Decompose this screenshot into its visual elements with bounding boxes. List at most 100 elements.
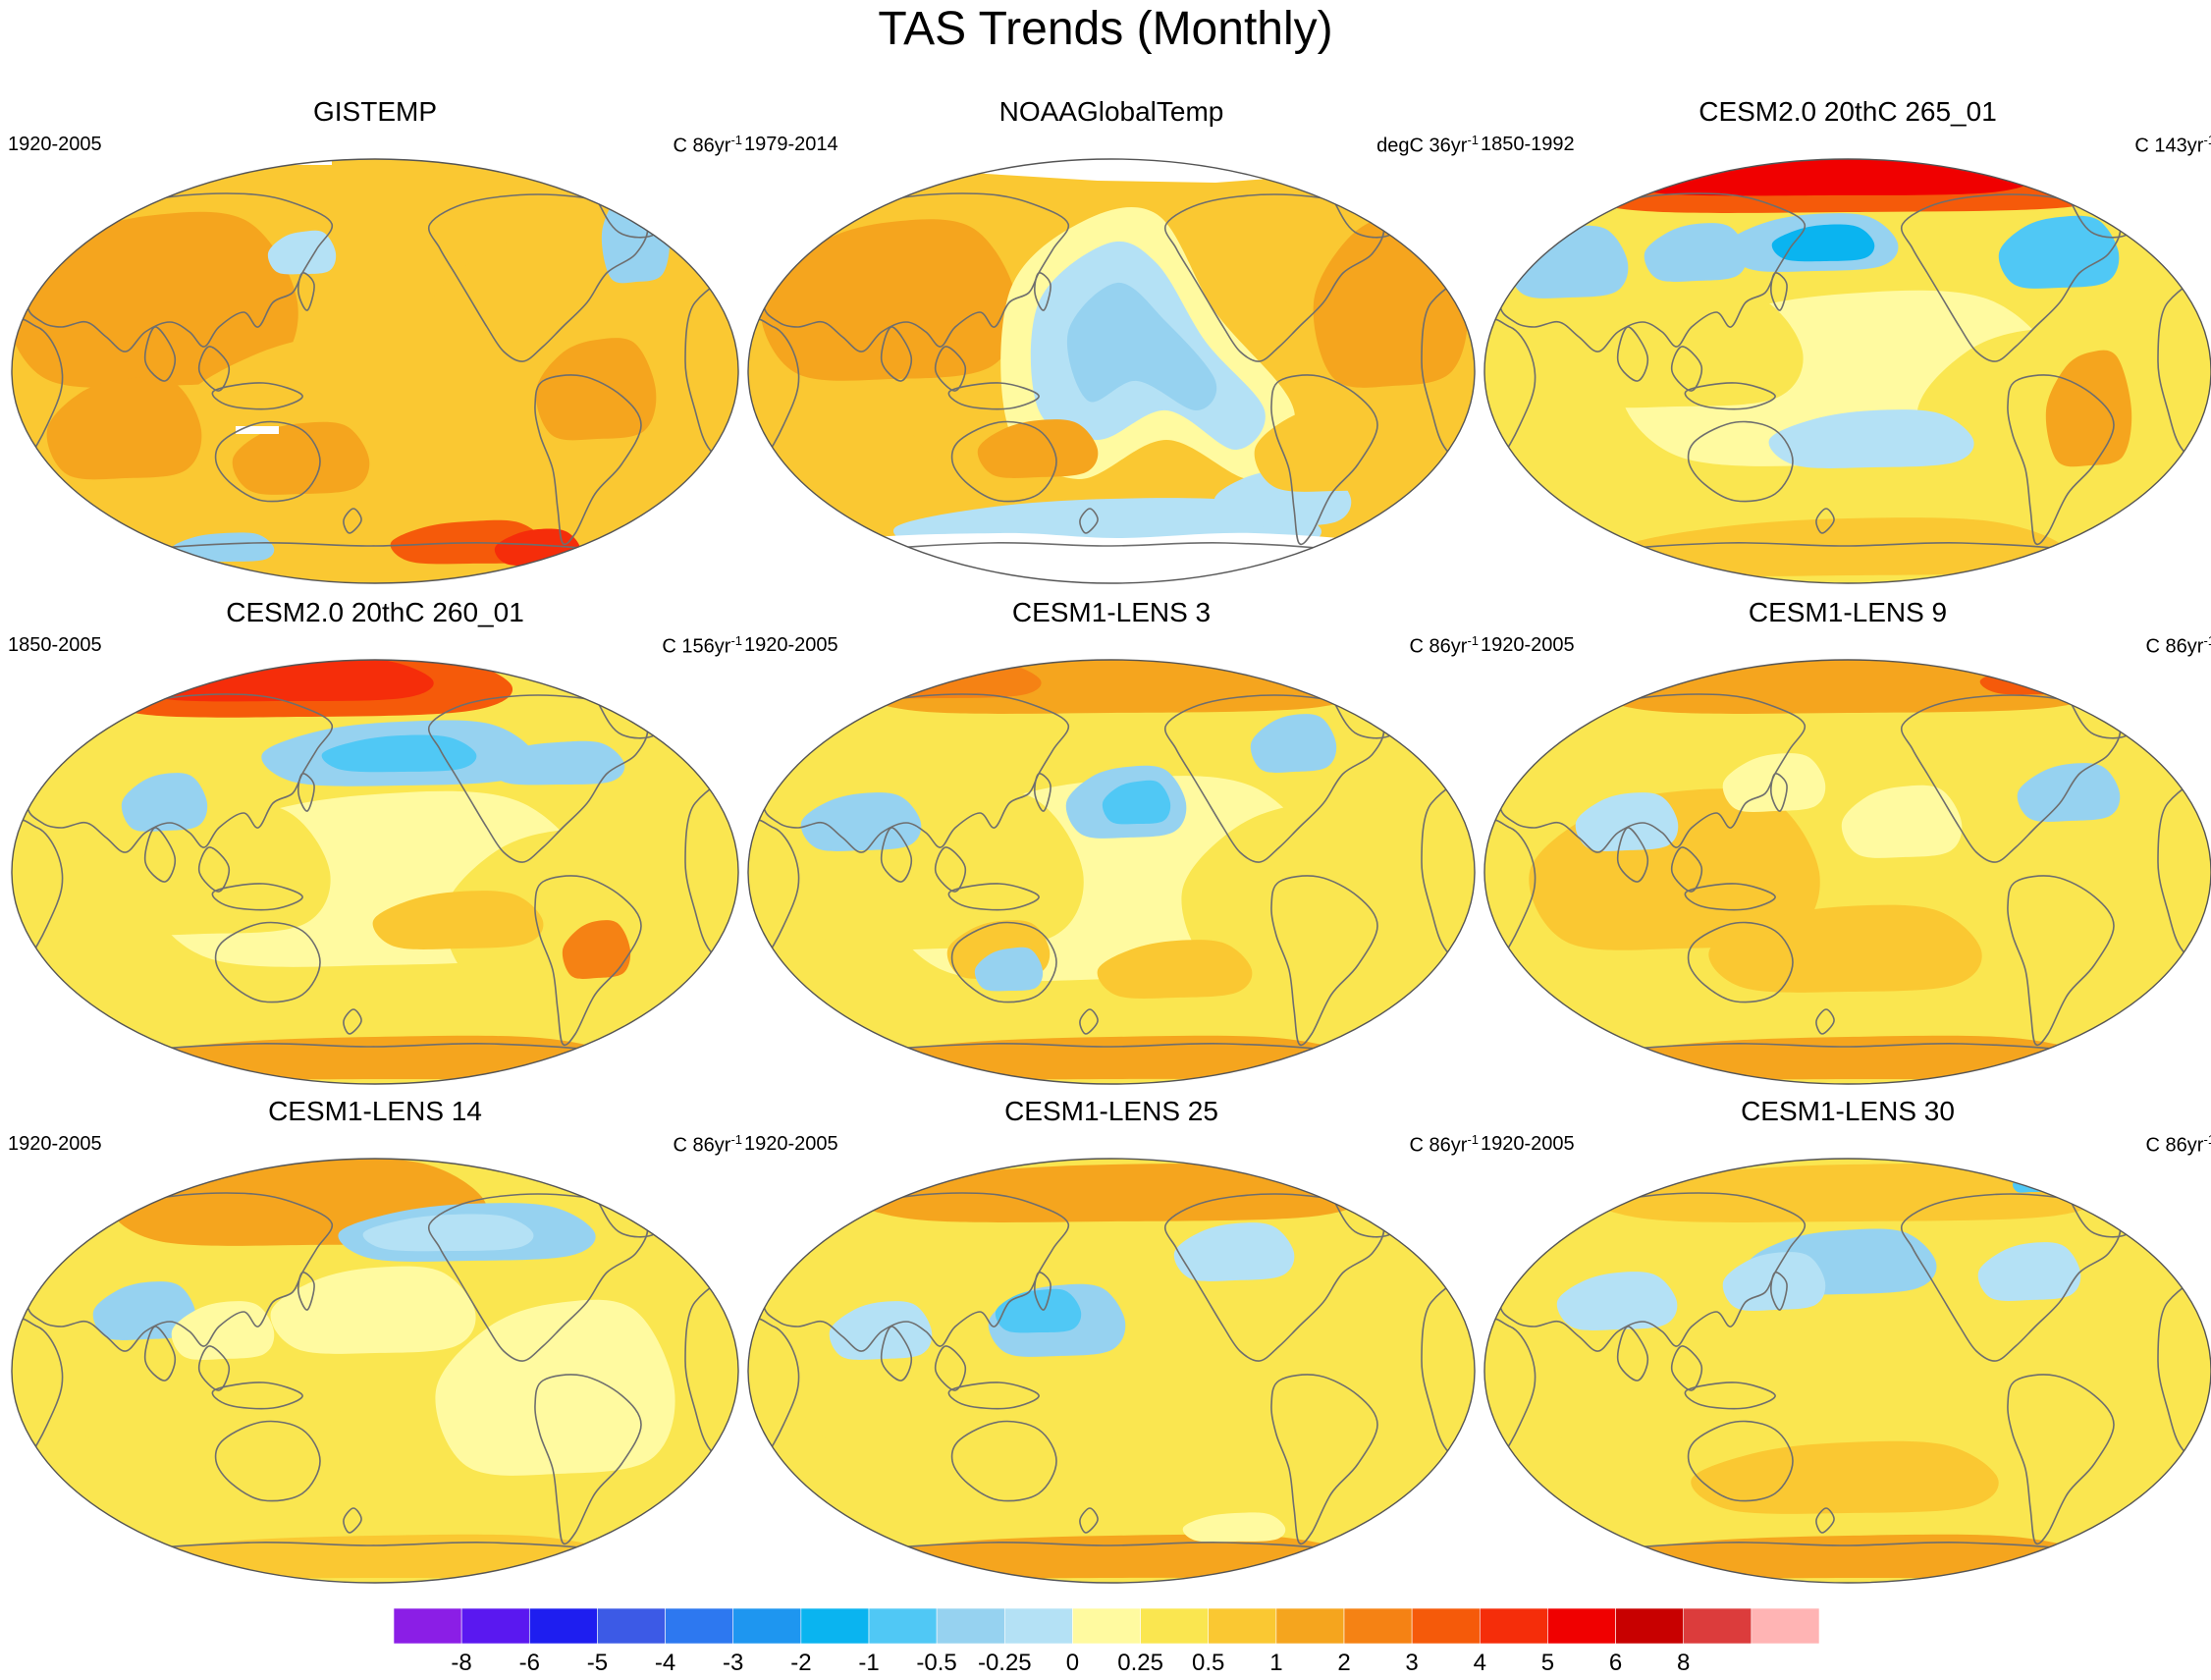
coastline <box>1499 192 1807 352</box>
trend-region <box>1917 1299 2158 1476</box>
trend-map <box>1483 158 2211 584</box>
trend-region <box>1586 1164 2100 1222</box>
trend-region <box>1771 224 1875 262</box>
coastline <box>428 694 649 863</box>
coastline <box>1684 382 1776 410</box>
coastline <box>1901 193 2122 362</box>
trend-region <box>1097 940 1253 999</box>
coastline <box>143 326 177 382</box>
coastline <box>880 1326 913 1382</box>
trend-region <box>1586 660 2100 714</box>
trend-region <box>362 1214 534 1252</box>
coastline <box>1164 1193 1385 1362</box>
trend-map <box>747 158 1476 584</box>
trend-region <box>1181 800 1422 977</box>
trend-region <box>1768 409 1974 468</box>
colorbar-tick-label: 0.5 <box>1192 1650 1225 1676</box>
trend-region <box>849 660 1364 714</box>
coastline <box>2007 374 2115 546</box>
coastline <box>950 921 1057 1003</box>
trend-region <box>487 740 625 786</box>
colorbar-tick-label: -5 <box>586 1650 609 1676</box>
panel-period: 1850-2005 <box>8 634 102 656</box>
coastline <box>27 192 334 352</box>
panel-period: 1920-2005 <box>8 134 102 155</box>
colorbar-tick-label: 4 <box>1473 1650 1486 1676</box>
trend-region <box>1586 1534 2100 1579</box>
map-panel-lens25: CESM1-LENS 25 1920-2005 C 86yr-1 <box>744 1094 1479 1585</box>
colorbar-bin <box>394 1608 462 1644</box>
coastline <box>297 773 315 812</box>
coastline <box>1270 875 1378 1047</box>
trend-map <box>1483 659 2211 1085</box>
trend-region <box>46 377 202 480</box>
coastline <box>1815 1008 1835 1035</box>
trend-region <box>849 1035 1364 1080</box>
map-outline <box>1483 1158 2211 1584</box>
colorbar-bin <box>1140 1608 1210 1644</box>
colorbar-bin <box>1751 1608 1819 1644</box>
coastline <box>1901 1193 2122 1362</box>
trend-map <box>11 659 739 1085</box>
trend-region <box>435 1299 675 1476</box>
coastline <box>880 827 913 883</box>
panel-units: C 86yr-1 <box>2145 633 2211 658</box>
trend-region <box>232 421 370 495</box>
coastline <box>1079 1008 1099 1035</box>
coastline <box>1079 1507 1099 1534</box>
coastline <box>428 1193 649 1362</box>
colorbar-bin <box>1683 1608 1753 1644</box>
coastline <box>1687 420 1794 503</box>
coastline <box>2007 875 2115 1047</box>
panel-title: NOAAGlobalTemp <box>998 96 1224 127</box>
trend-region <box>1556 1272 1678 1330</box>
coastline <box>214 420 321 503</box>
coastline <box>880 326 913 382</box>
colorbar-tick-label: -3 <box>723 1650 744 1676</box>
trend-region <box>535 338 657 441</box>
trend-region <box>73 803 331 936</box>
map-outline <box>11 158 739 584</box>
colorbar-tick-label: -1 <box>858 1650 880 1676</box>
panel-units: C 143yr-1 <box>2134 133 2211 157</box>
coastline <box>1164 193 1385 362</box>
colorbar-tick-label: -4 <box>654 1650 676 1676</box>
trend-region <box>1102 780 1171 825</box>
coastline <box>763 1192 1070 1352</box>
coastline <box>1770 773 1788 812</box>
coastline <box>27 693 334 853</box>
panel-units: C 86yr-1 <box>673 1132 742 1157</box>
coastline <box>297 272 315 311</box>
map-outline <box>747 659 1476 1085</box>
trend-region <box>1066 282 1217 410</box>
trend-map <box>747 1158 1476 1584</box>
coastline <box>1815 1507 1835 1534</box>
map-panel-gistemp: GISTEMP 1920-2005 C 86yr-1 <box>8 94 742 585</box>
coastline <box>211 883 303 911</box>
trend-region <box>113 1534 627 1579</box>
colorbar-bin <box>732 1608 802 1644</box>
coastline <box>748 818 800 989</box>
map-panel-noaaglobaltemp: NOAAGlobalTemp 1979-2014 degC 36yr-1 <box>744 94 1479 585</box>
colorbar-tick-label: 5 <box>1540 1650 1555 1676</box>
colorbar-tick-label: 3 <box>1405 1650 1419 1676</box>
coastline <box>214 921 321 1003</box>
colorbar-bin <box>1003 1608 1073 1644</box>
coastline <box>934 346 967 392</box>
trend-map <box>1483 1158 2211 1584</box>
coastline <box>748 317 800 488</box>
coastline <box>1815 508 1835 534</box>
coastline <box>748 1317 800 1488</box>
map-outline <box>747 158 1476 584</box>
colorbar-tick-label: 2 <box>1337 1650 1351 1676</box>
panel-period: 1979-2014 <box>744 134 838 155</box>
coastline <box>1670 846 1703 893</box>
colorbar-tick-label: 0.25 <box>1117 1650 1163 1676</box>
trend-region <box>1708 904 1982 993</box>
coastline <box>947 1382 1040 1410</box>
colorbar-bin <box>528 1608 598 1644</box>
trend-region <box>43 179 147 209</box>
coastline <box>343 1507 362 1534</box>
coastline <box>934 1345 967 1391</box>
panel-title: CESM1-LENS 30 <box>1741 1096 1955 1126</box>
